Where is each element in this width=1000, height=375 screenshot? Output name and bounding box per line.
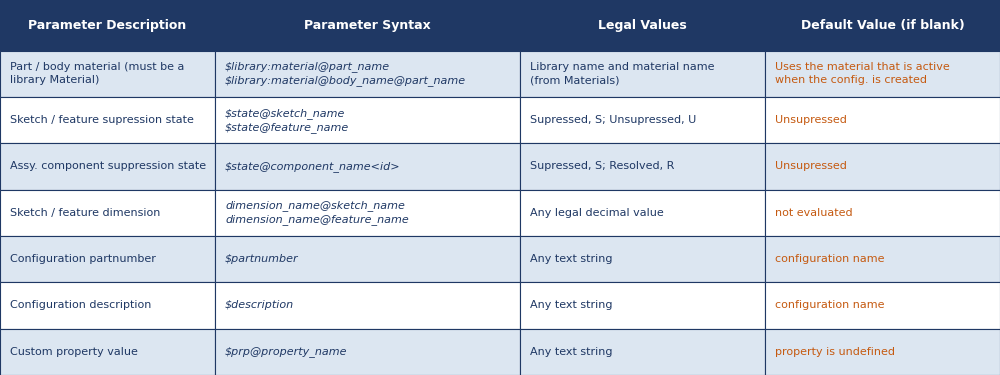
Bar — [215, 328, 520, 375]
Text: Unsupressed: Unsupressed — [775, 115, 847, 125]
Text: $library:material@part_name
$library:material@body_name@part_name: $library:material@part_name $library:mat… — [225, 61, 466, 86]
Text: Custom property value: Custom property value — [10, 347, 138, 357]
Text: Configuration description: Configuration description — [10, 300, 151, 310]
Bar — [520, 282, 765, 328]
Text: Uses the material that is active
when the config. is created: Uses the material that is active when th… — [775, 62, 950, 86]
Bar — [215, 51, 520, 97]
Bar — [0, 328, 215, 375]
Bar — [520, 143, 765, 190]
Text: configuration name: configuration name — [775, 300, 885, 310]
Text: Any text string: Any text string — [530, 347, 612, 357]
Bar — [520, 236, 765, 282]
Text: $partnumber: $partnumber — [225, 254, 299, 264]
Bar — [765, 328, 1000, 375]
Text: configuration name: configuration name — [775, 254, 885, 264]
Text: dimension_name@sketch_name
dimension_name@feature_name: dimension_name@sketch_name dimension_nam… — [225, 200, 409, 225]
Bar — [215, 97, 520, 143]
Bar — [765, 0, 1000, 51]
Text: Legal Values: Legal Values — [598, 19, 687, 32]
Bar — [765, 282, 1000, 328]
Bar — [0, 97, 215, 143]
Text: property is undefined: property is undefined — [775, 347, 895, 357]
Bar — [765, 97, 1000, 143]
Bar — [520, 328, 765, 375]
Text: $state@sketch_name
$state@feature_name: $state@sketch_name $state@feature_name — [225, 108, 349, 133]
Bar — [0, 0, 215, 51]
Bar — [765, 236, 1000, 282]
Bar — [765, 51, 1000, 97]
Text: Sketch / feature supression state: Sketch / feature supression state — [10, 115, 194, 125]
Text: $state@component_name<id>: $state@component_name<id> — [225, 161, 401, 172]
Bar — [215, 143, 520, 190]
Text: Unsupressed: Unsupressed — [775, 162, 847, 171]
Text: Parameter Syntax: Parameter Syntax — [304, 19, 431, 32]
Bar — [0, 190, 215, 236]
Text: Part / body material (must be a
library Material): Part / body material (must be a library … — [10, 62, 184, 86]
Text: Default Value (if blank): Default Value (if blank) — [801, 19, 964, 32]
Bar — [215, 236, 520, 282]
Bar — [520, 190, 765, 236]
Text: Supressed, S; Resolved, R: Supressed, S; Resolved, R — [530, 162, 674, 171]
Bar — [215, 282, 520, 328]
Text: Sketch / feature dimension: Sketch / feature dimension — [10, 208, 160, 218]
Text: $description: $description — [225, 300, 294, 310]
Bar — [765, 143, 1000, 190]
Text: Any legal decimal value: Any legal decimal value — [530, 208, 664, 218]
Bar — [520, 97, 765, 143]
Bar — [0, 143, 215, 190]
Bar — [215, 190, 520, 236]
Bar — [0, 236, 215, 282]
Text: Any text string: Any text string — [530, 254, 612, 264]
Bar — [520, 0, 765, 51]
Text: $prp@property_name: $prp@property_name — [225, 346, 348, 357]
Bar — [0, 282, 215, 328]
Bar — [520, 51, 765, 97]
Bar — [765, 190, 1000, 236]
Text: Any text string: Any text string — [530, 300, 612, 310]
Bar — [0, 51, 215, 97]
Bar — [215, 0, 520, 51]
Text: Configuration partnumber: Configuration partnumber — [10, 254, 156, 264]
Text: Library name and material name
(from Materials): Library name and material name (from Mat… — [530, 62, 714, 86]
Text: Assy. component suppression state: Assy. component suppression state — [10, 162, 206, 171]
Text: Parameter Description: Parameter Description — [28, 19, 187, 32]
Text: not evaluated: not evaluated — [775, 208, 853, 218]
Text: Supressed, S; Unsupressed, U: Supressed, S; Unsupressed, U — [530, 115, 696, 125]
